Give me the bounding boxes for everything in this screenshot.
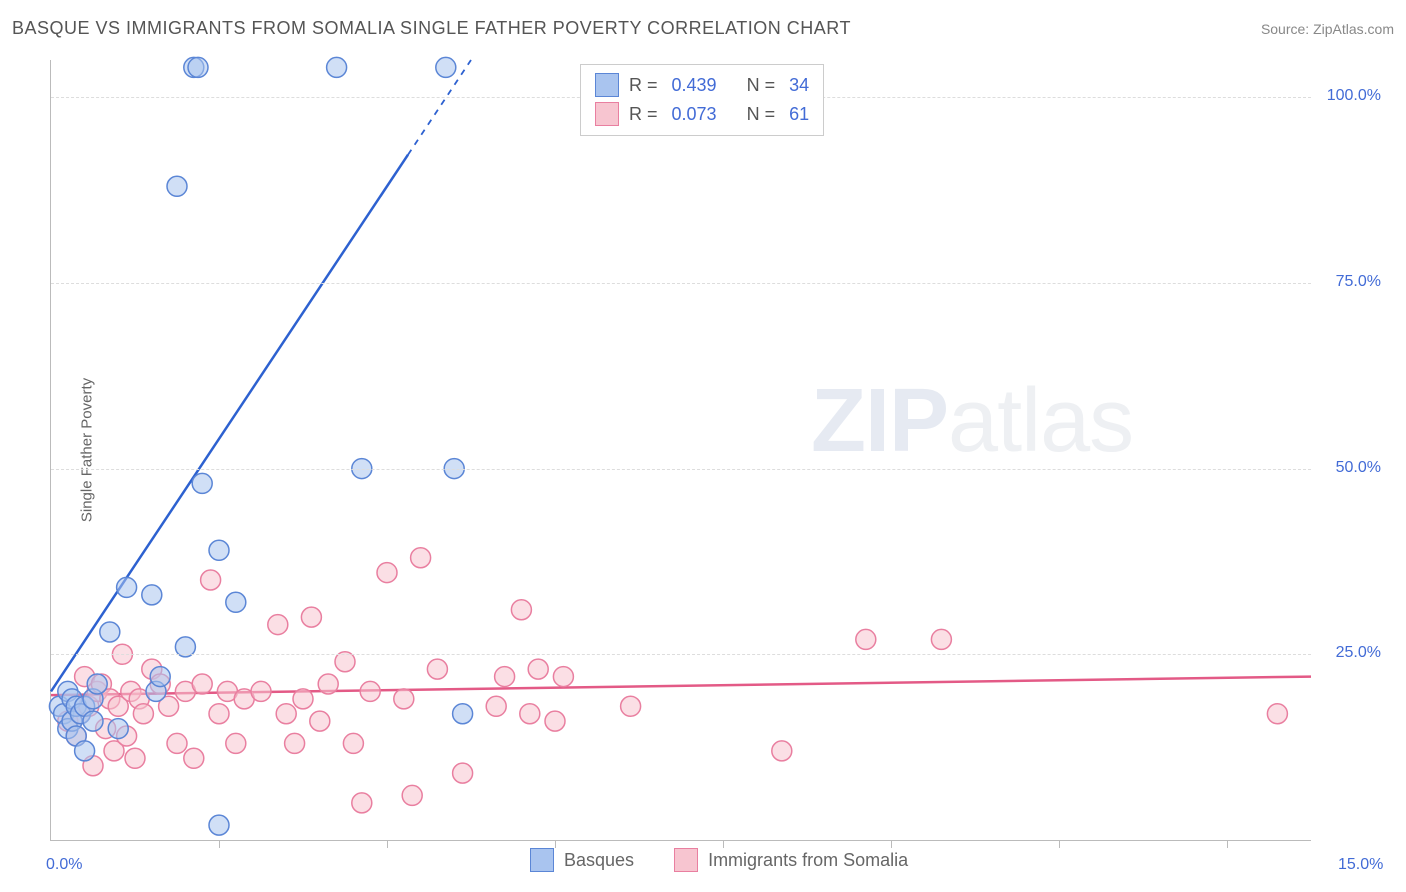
legend-somalia: Immigrants from Somalia — [674, 848, 908, 872]
plot-wrap: Single Father Poverty ZIPatlas 25.0%50.0… — [50, 60, 1380, 840]
x-tick — [723, 840, 724, 848]
chart-title: BASQUE VS IMMIGRANTS FROM SOMALIA SINGLE… — [12, 18, 851, 39]
plot-area: Single Father Poverty ZIPatlas 25.0%50.0… — [50, 60, 1311, 841]
x-axis-hi: 15.0% — [1338, 856, 1383, 874]
x-tick — [891, 840, 892, 848]
chart-source: Source: ZipAtlas.com — [1261, 21, 1394, 37]
x-tick — [219, 840, 220, 848]
swatch-pink — [595, 102, 619, 126]
gridline-h — [51, 283, 1311, 284]
gridline-h — [51, 654, 1311, 655]
y-tick-label: 75.0% — [1321, 273, 1381, 291]
swatch-pink — [674, 848, 698, 872]
x-tick — [1059, 840, 1060, 848]
swatch-blue — [595, 73, 619, 97]
y-tick-label: 50.0% — [1321, 459, 1381, 477]
stats-row-basques: R = 0.439 N = 34 — [595, 71, 809, 100]
x-tick — [1227, 840, 1228, 848]
swatch-blue — [530, 848, 554, 872]
plot-svg — [51, 60, 1311, 840]
y-tick-label: 100.0% — [1321, 87, 1381, 105]
bottom-legend: Basques Immigrants from Somalia — [530, 848, 908, 872]
gridline-h — [51, 469, 1311, 470]
x-axis-lo: 0.0% — [46, 856, 82, 874]
chart-header: BASQUE VS IMMIGRANTS FROM SOMALIA SINGLE… — [12, 18, 1394, 39]
x-tick — [387, 840, 388, 848]
stats-row-somalia: R = 0.073 N = 61 — [595, 100, 809, 129]
legend-basques: Basques — [530, 848, 634, 872]
x-tick — [555, 840, 556, 848]
stats-box: R = 0.439 N = 34 R = 0.073 N = 61 — [580, 64, 824, 136]
y-tick-label: 25.0% — [1321, 644, 1381, 662]
